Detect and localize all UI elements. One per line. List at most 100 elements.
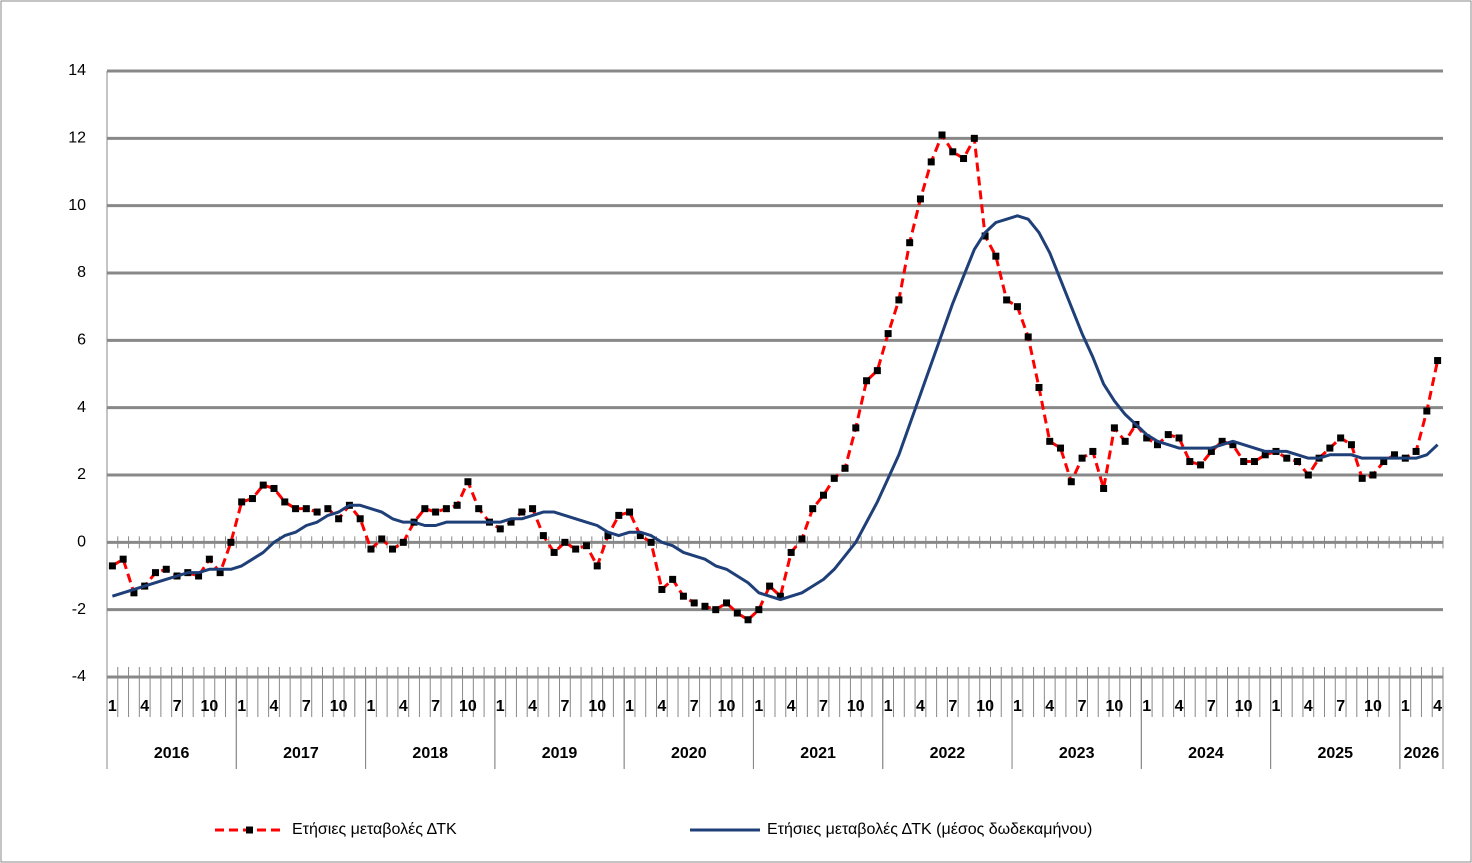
point-marker <box>195 572 203 580</box>
point-marker <box>841 464 849 472</box>
point-marker <box>518 508 526 516</box>
x-tick-label: 4 <box>270 698 279 715</box>
point-marker <box>916 195 924 203</box>
x-tick-label: 10 <box>588 698 606 715</box>
x-tick-label: 1 <box>108 698 117 715</box>
x-tick-label: 1 <box>1142 698 1151 715</box>
x-tick-label: 1 <box>884 698 893 715</box>
point-marker <box>669 575 677 583</box>
x-tick-label: 4 <box>528 698 537 715</box>
x-tick-label: 4 <box>916 698 925 715</box>
point-marker <box>1412 447 1420 455</box>
point-marker <box>1347 441 1355 449</box>
point-marker <box>1434 357 1442 365</box>
x-group-label: 2018 <box>412 745 448 762</box>
x-tick-label: 10 <box>459 698 477 715</box>
x-group-label: 2016 <box>154 745 190 762</box>
point-marker <box>766 582 774 590</box>
point-marker <box>755 606 763 614</box>
x-tick-label: 10 <box>200 698 218 715</box>
x-tick-label: 4 <box>1304 698 1313 715</box>
point-marker <box>1100 484 1108 492</box>
x-tick-label: 7 <box>431 698 440 715</box>
point-marker <box>1089 447 1097 455</box>
point-marker <box>809 505 817 513</box>
point-marker <box>906 239 914 247</box>
x-tick-label: 4 <box>399 698 408 715</box>
point-marker <box>927 158 935 166</box>
point-marker <box>313 508 321 516</box>
x-tick-label: 7 <box>173 698 182 715</box>
point-marker <box>389 545 397 553</box>
point-marker <box>550 548 558 556</box>
point-marker <box>1046 437 1054 445</box>
point-marker <box>1391 451 1399 459</box>
point-marker <box>1186 458 1194 466</box>
point-marker <box>1240 458 1248 466</box>
x-tick-label: 10 <box>330 698 348 715</box>
point-marker <box>1035 383 1043 391</box>
point-marker <box>1250 458 1258 466</box>
x-tick-label: 4 <box>1433 698 1442 715</box>
x-tick-label: 10 <box>1364 698 1382 715</box>
point-marker <box>992 252 1000 260</box>
point-marker <box>647 538 655 546</box>
point-marker <box>507 518 515 526</box>
point-marker <box>938 131 946 139</box>
point-marker <box>1294 458 1302 466</box>
x-tick-label: 7 <box>1336 698 1345 715</box>
point-marker <box>1164 431 1172 439</box>
point-marker <box>1003 296 1011 304</box>
x-tick-label: 7 <box>560 698 569 715</box>
x-tick-label: 7 <box>1207 698 1216 715</box>
x-tick-label: 10 <box>718 698 736 715</box>
x-tick-label: 1 <box>1272 698 1281 715</box>
x-tick-label: 10 <box>847 698 865 715</box>
x-group-label: 2023 <box>1059 745 1095 762</box>
point-marker <box>798 535 806 543</box>
point-marker <box>863 377 871 385</box>
x-tick-label: 10 <box>1105 698 1123 715</box>
point-marker <box>1153 441 1161 449</box>
point-marker <box>949 148 957 156</box>
x-tick-label: 7 <box>302 698 311 715</box>
point-marker <box>604 532 612 540</box>
point-marker <box>970 134 978 142</box>
legend-label: Ετήσιες μεταβολές ΔΤΚ (μέσος δωδεκαμήνου… <box>767 821 1092 838</box>
point-marker <box>690 599 698 607</box>
x-group-label: 2026 <box>1404 745 1440 762</box>
point-marker <box>615 511 623 519</box>
point-marker <box>1057 444 1065 452</box>
point-marker <box>1143 434 1151 442</box>
point-marker <box>539 532 547 540</box>
x-tick-label: 1 <box>1013 698 1022 715</box>
point-marker <box>895 296 903 304</box>
point-marker <box>723 599 731 607</box>
legend-marker <box>246 826 253 834</box>
point-marker <box>108 562 116 570</box>
point-marker <box>151 569 159 577</box>
point-marker <box>701 602 709 610</box>
point-marker <box>1337 434 1345 442</box>
point-marker <box>658 585 666 593</box>
point-marker <box>464 478 472 486</box>
point-marker <box>776 592 784 600</box>
x-tick-label: 7 <box>948 698 957 715</box>
point-marker <box>679 592 687 600</box>
x-group-label: 2024 <box>1188 745 1224 762</box>
point-marker <box>884 330 892 338</box>
point-marker <box>1013 303 1021 311</box>
x-group-label: 2021 <box>800 745 836 762</box>
point-marker <box>960 155 968 163</box>
point-marker <box>561 538 569 546</box>
point-marker <box>1283 454 1291 462</box>
x-tick-label: 1 <box>625 698 634 715</box>
point-marker <box>626 508 634 516</box>
point-marker <box>248 495 256 503</box>
point-marker <box>367 545 375 553</box>
point-marker <box>442 505 450 513</box>
point-marker <box>819 491 827 499</box>
point-marker <box>636 532 644 540</box>
y-tick-label: 0 <box>77 534 86 551</box>
